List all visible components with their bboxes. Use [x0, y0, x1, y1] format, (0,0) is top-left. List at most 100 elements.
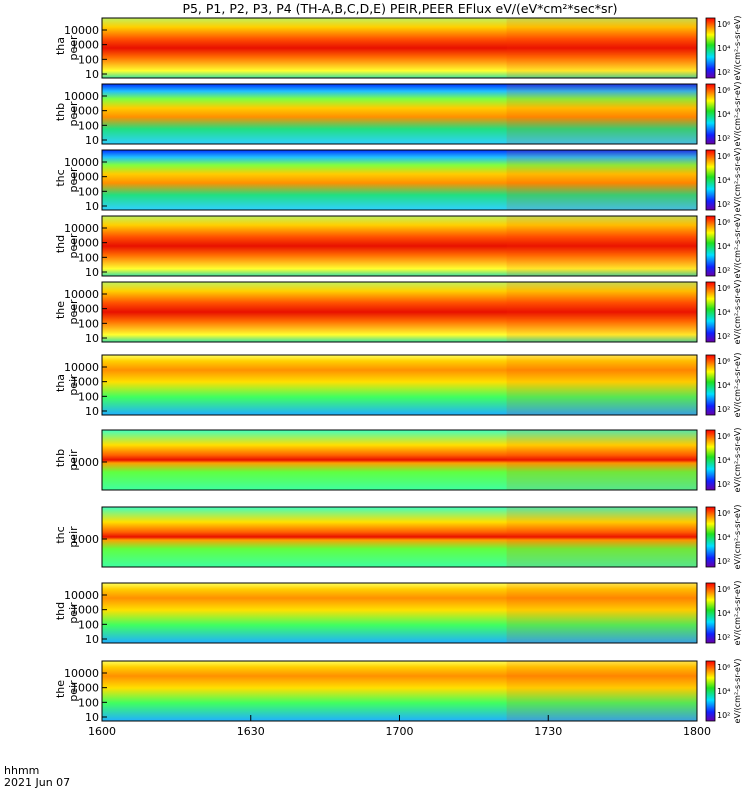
colorbar-unit-label: eV/(cm²-s-sr-eV)	[733, 581, 742, 646]
colorbar-tick-label: 10⁶	[717, 20, 730, 29]
colorbar-tick-label: 10⁴	[717, 176, 730, 185]
y-tick-label: 1000	[71, 303, 99, 316]
colorbar-unit-label: eV/(cm²-s-sr-eV)	[733, 214, 742, 279]
panel-instrument-label: peer	[67, 233, 80, 259]
colorbar-tick-label: 10²	[717, 134, 730, 143]
panel-instrument-label: peer	[67, 299, 80, 325]
y-tick-label: 10000	[64, 361, 99, 374]
colorbar-tick-label: 10⁴	[717, 308, 730, 317]
y-tick-label: 10	[85, 68, 99, 81]
colorbar	[705, 83, 716, 145]
y-tick-label: 10	[85, 266, 99, 279]
x-tick-label: 1730	[534, 725, 562, 738]
y-tick-label: 1000	[71, 171, 99, 184]
y-tick-label: 100	[78, 119, 99, 132]
y-tick-label: 1000	[71, 682, 99, 695]
colorbar-tick-label: 10²	[717, 266, 730, 275]
y-tick-label: 100	[78, 618, 99, 631]
y-tick-label: 10	[85, 633, 99, 646]
footer-date: 2021 Jun 07	[4, 776, 70, 789]
colorbar-tick-label: 10⁶	[717, 663, 730, 672]
late-interval-shade	[506, 430, 697, 490]
colorbar-unit-label: eV/(cm²-s-sr-eV)	[733, 353, 742, 418]
colorbar-tick-label: 10²	[717, 633, 730, 642]
x-tick-label: 1700	[386, 725, 414, 738]
spectrogram	[102, 18, 697, 78]
y-tick-label: 10000	[64, 288, 99, 301]
y-tick-label: 1000	[71, 39, 99, 52]
y-tick-label: 100	[78, 390, 99, 403]
panel-probe-label: the	[54, 680, 67, 698]
colorbar-tick-label: 10⁴	[717, 242, 730, 251]
y-tick-label: 10000	[64, 90, 99, 103]
colorbar	[705, 506, 716, 568]
spectrogram	[102, 430, 697, 490]
late-interval-shade	[506, 282, 697, 342]
figure-title: P5, P1, P2, P3, P4 (TH-A,B,C,D,E) PEIR,P…	[182, 1, 617, 16]
y-tick-label: 10	[85, 405, 99, 418]
y-tick-label: 1000	[71, 105, 99, 118]
panel-probe-label: tha	[54, 374, 67, 392]
y-tick-label: 10	[85, 332, 99, 345]
y-tick-label: 10000	[64, 589, 99, 602]
panel-instrument-label: peir	[67, 374, 80, 396]
panel-frame	[101, 582, 698, 644]
spectrogram	[102, 583, 697, 643]
panel-probe-label: thb	[54, 449, 67, 467]
late-interval-shade	[506, 84, 697, 144]
colorbar-unit-label: eV/(cm²-s-sr-eV)	[733, 428, 742, 493]
panel-probe-label: thb	[54, 103, 67, 121]
panel-frame	[101, 506, 698, 568]
panel-frame	[101, 149, 698, 211]
y-tick-label: 100	[78, 696, 99, 709]
spectrogram	[102, 84, 697, 144]
colorbar-tick-label: 10⁴	[717, 687, 730, 696]
spectrogram	[102, 150, 697, 210]
colorbar	[705, 660, 716, 722]
colorbar-tick-label: 10⁶	[717, 284, 730, 293]
colorbar-tick-label: 10²	[717, 480, 730, 489]
colorbar-unit-label: eV/(cm²-s-sr-eV)	[733, 148, 742, 213]
colorbar-unit-label: eV/(cm²-s-sr-eV)	[733, 659, 742, 724]
colorbar-tick-label: 10⁴	[717, 533, 730, 542]
panel-frame	[101, 83, 698, 145]
y-tick-label: 100	[78, 53, 99, 66]
colorbar-tick-label: 10²	[717, 405, 730, 414]
colorbar-unit-label: eV/(cm²-s-sr-eV)	[733, 82, 742, 147]
x-tick-label: 1630	[237, 725, 265, 738]
colorbar-tick-label: 10⁴	[717, 44, 730, 53]
colorbar-tick-label: 10⁶	[717, 152, 730, 161]
panel-frame	[101, 429, 698, 491]
panel-frame	[101, 17, 698, 79]
colorbar-tick-label: 10⁶	[717, 432, 730, 441]
late-interval-shade	[506, 150, 697, 210]
colorbar-unit-label: eV/(cm²-s-sr-eV)	[733, 16, 742, 81]
colorbar	[705, 429, 716, 491]
colorbar	[705, 582, 716, 644]
panel-instrument-label: peir	[67, 526, 80, 548]
late-interval-shade	[506, 661, 697, 721]
panel-frame	[101, 281, 698, 343]
colorbar	[705, 215, 716, 277]
colorbar-unit-label: eV/(cm²-s-sr-eV)	[733, 505, 742, 570]
panel-instrument-label: peir	[67, 680, 80, 702]
panel-frame	[101, 215, 698, 277]
spectrogram	[102, 661, 697, 721]
colorbar	[705, 281, 716, 343]
y-tick-label: 1000	[71, 376, 99, 389]
y-tick-label: 1000	[71, 456, 99, 469]
colorbar	[705, 17, 716, 79]
panel-instrument-label: peer	[67, 101, 80, 127]
panel-probe-label: the	[54, 301, 67, 319]
colorbar-tick-label: 10⁶	[717, 357, 730, 366]
spectrogram	[102, 282, 697, 342]
